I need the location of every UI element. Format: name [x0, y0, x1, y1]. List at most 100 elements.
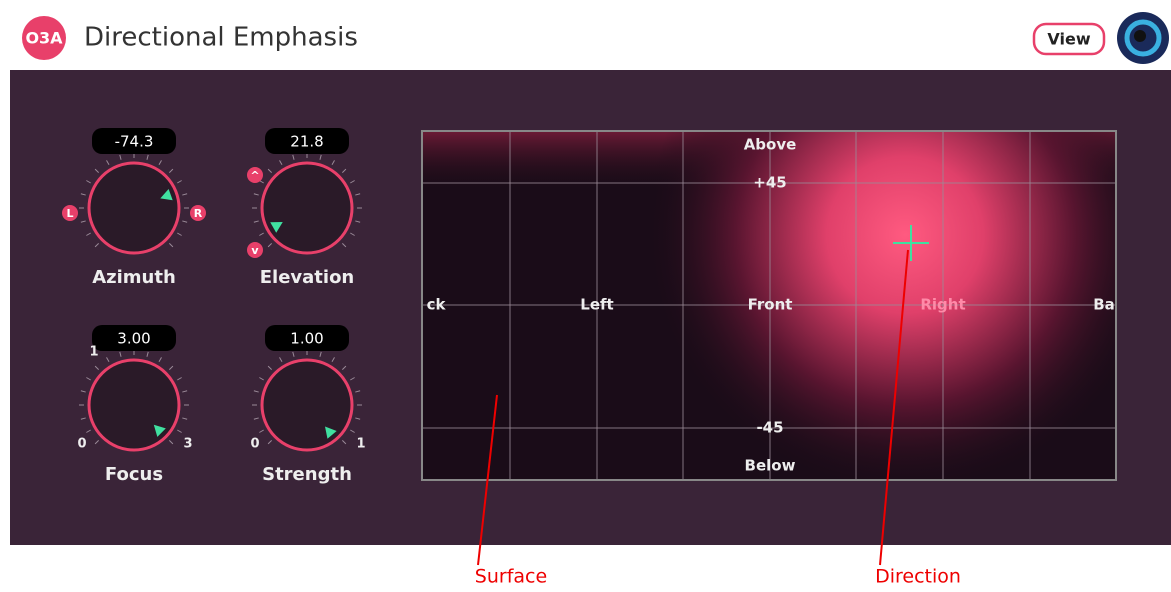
knob-tick — [267, 168, 272, 173]
badge — [22, 16, 66, 60]
knob-tick — [331, 160, 335, 165]
knob-tick — [169, 365, 174, 370]
horizon-label: Left — [580, 296, 613, 314]
value-box[interactable] — [92, 128, 176, 154]
direction-annotation: Direction — [875, 566, 961, 588]
lower-label: -45 — [756, 419, 783, 437]
value-text: -74.3 — [115, 133, 154, 151]
knob-label: Elevation — [260, 267, 355, 288]
knob-tick — [350, 429, 355, 433]
horizon-label: Right — [920, 296, 965, 314]
knob[interactable] — [87, 161, 181, 255]
knob-tick — [182, 220, 188, 223]
value-text: 21.8 — [290, 133, 323, 151]
knob-tick — [182, 193, 188, 196]
knob-tick — [259, 429, 264, 433]
knob-tick — [146, 351, 149, 357]
knob-indicator — [160, 189, 173, 201]
badge-text: O3A — [25, 29, 63, 48]
direction-pointer — [879, 249, 909, 566]
knob-tick — [292, 351, 295, 357]
knob-label: Azimuth — [92, 267, 176, 288]
knob-tick — [177, 180, 182, 184]
knob-tick — [259, 232, 264, 236]
knob-tick — [94, 365, 99, 370]
knob-tick — [106, 160, 110, 165]
horizon-label: Front — [748, 296, 793, 314]
min-label: 0 — [77, 437, 86, 452]
knob-tick — [182, 417, 188, 420]
knob-tick — [86, 377, 91, 381]
knob-tick — [350, 180, 355, 184]
limit-label: v — [251, 244, 259, 257]
knob-tick — [146, 154, 149, 160]
limit-badge — [62, 205, 78, 221]
knob-tick — [350, 232, 355, 236]
knob-indicator — [270, 222, 283, 233]
knob-tick — [80, 417, 86, 420]
upper-label: +45 — [753, 174, 786, 192]
surface-annotation: Surface — [475, 566, 547, 588]
knob-tick — [319, 351, 322, 357]
title: Directional Emphasis — [84, 23, 358, 53]
knob-tick — [86, 232, 91, 236]
knob-tick — [267, 243, 272, 248]
value-text: 1.00 — [290, 330, 323, 348]
knob-tick — [86, 429, 91, 433]
knob-tick — [80, 193, 86, 196]
value-text: 3.00 — [117, 330, 150, 348]
knob-tick — [177, 429, 182, 433]
knob-tick — [80, 390, 86, 393]
max-label: 3 — [183, 437, 192, 452]
min-label: 0 — [250, 437, 259, 452]
above-label: Above — [744, 136, 797, 154]
knob-label: Strength — [262, 464, 352, 485]
knob-tick — [319, 154, 322, 160]
knob-indicator — [153, 424, 166, 437]
max-label: 1 — [356, 437, 365, 452]
knob-tick — [279, 357, 283, 362]
knob[interactable] — [87, 358, 181, 452]
knob-tick — [158, 357, 162, 362]
knob-tick — [267, 365, 272, 370]
knob-tick — [169, 168, 174, 173]
knob-tick — [177, 232, 182, 236]
view-button[interactable] — [1032, 22, 1106, 56]
knob-label: Focus — [105, 464, 163, 485]
knob-indicator — [324, 426, 337, 439]
knob-tick — [119, 351, 122, 357]
limit-label: L — [66, 207, 73, 220]
knob-tick — [342, 168, 347, 173]
knob-tick — [86, 180, 91, 184]
limit-badge — [247, 242, 263, 258]
limit-badge — [247, 167, 263, 183]
knob-tick — [355, 220, 361, 223]
knob-tick — [94, 243, 99, 248]
knob[interactable] — [260, 161, 354, 255]
knob-tick — [253, 220, 259, 223]
limit-label: R — [194, 207, 203, 220]
knob-tick — [253, 417, 259, 420]
knob-tick — [158, 160, 162, 165]
knob-tick — [94, 440, 99, 445]
knob-tick — [331, 357, 335, 362]
knob-tick — [169, 440, 174, 445]
value-box[interactable] — [265, 128, 349, 154]
view-button-text[interactable]: View — [1047, 30, 1090, 49]
mid-label: 1 — [89, 345, 98, 360]
knob-tick — [253, 390, 259, 393]
knob-tick — [182, 390, 188, 393]
knob-tick — [259, 377, 264, 381]
value-box[interactable] — [265, 325, 349, 351]
knob-tick — [342, 365, 347, 370]
knob-tick — [106, 357, 110, 362]
limit-label: ^ — [250, 169, 259, 182]
knob[interactable] — [260, 358, 354, 452]
value-box[interactable] — [92, 325, 176, 351]
below-label: Below — [745, 457, 796, 475]
knob-tick — [177, 377, 182, 381]
knob-tick — [292, 154, 295, 160]
surface-pointer — [477, 394, 498, 566]
